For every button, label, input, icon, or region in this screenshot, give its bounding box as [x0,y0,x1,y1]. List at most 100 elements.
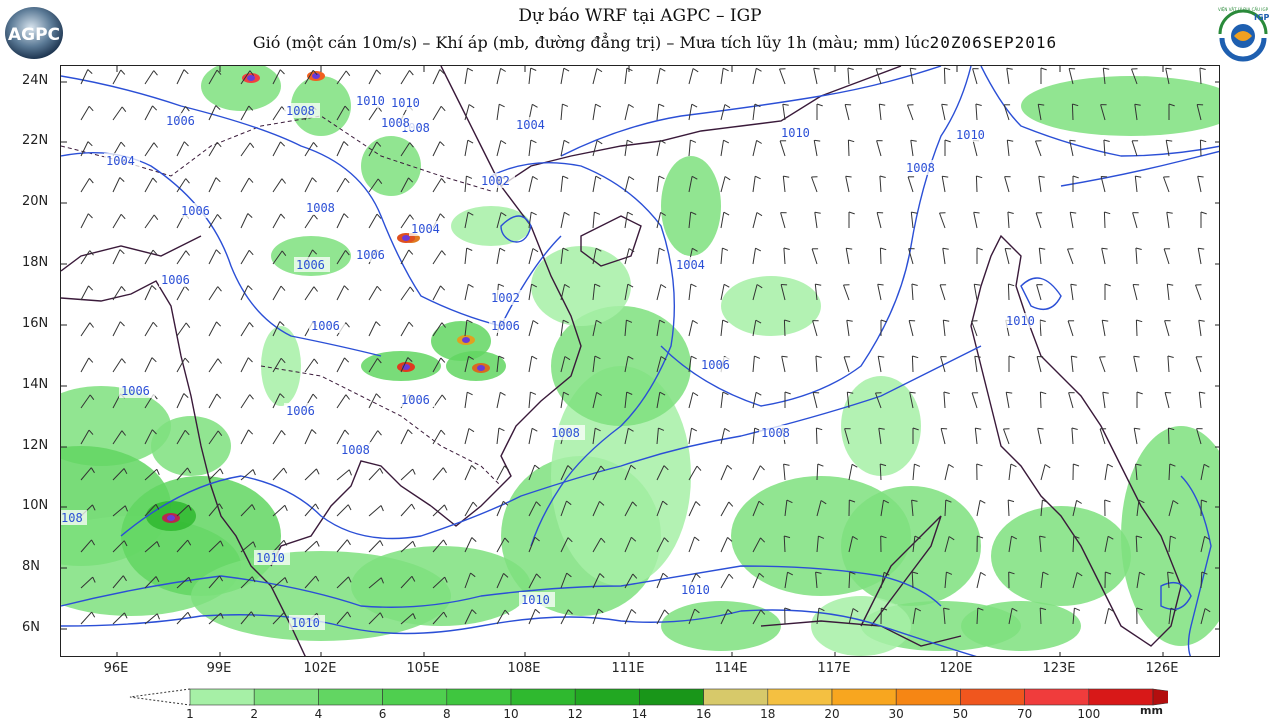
wind-barb [1165,321,1171,336]
wind-barb [433,505,447,516]
wind-barb [753,356,760,372]
wind-barb [721,502,733,516]
isobar-label: 1004 [411,222,440,236]
wind-barb [369,506,383,517]
colorbar-tick-label: 30 [889,707,904,720]
wind-barb [657,248,665,264]
isobar-label: 1010 [256,551,285,565]
colorbar-tick-label: 14 [632,707,647,720]
page-subtitle: Gió (một cán 10m/s) – Khí áp (mb, đường … [0,33,1280,52]
wind-barb [177,286,189,300]
wind-barb [1009,464,1016,480]
isobar-label: 1008 [381,116,410,130]
wind-barb [241,250,253,264]
wind-barb [1068,249,1074,264]
wind-barb [657,68,665,84]
wind-barb [753,140,762,156]
wind-barb [1038,428,1044,444]
wind-barb [783,176,789,192]
colorbar-swatch [190,689,254,705]
wind-barb [209,250,221,264]
wind-barb [1103,392,1109,408]
wind-barb [753,213,762,229]
wind-barb [241,395,254,408]
wind-barb [1100,357,1106,372]
wind-barb [433,251,446,264]
wind-barb [529,140,536,156]
lon-label: 120E [936,661,976,676]
wind-barb [943,320,949,336]
wind-barb [145,322,157,336]
wind-barb [657,104,664,120]
wind-barb [910,68,916,84]
wind-barb [337,142,348,157]
wind-barb [940,213,946,228]
wind-barb [976,176,982,192]
wind-barb [941,429,947,445]
wind-barb [433,286,445,300]
colorbar-swatch [960,689,1024,705]
wind-barb [1102,248,1108,264]
wind-barb [816,428,822,444]
wind-barb [1005,177,1011,192]
wind-barb [465,68,473,84]
lon-label: 114E [711,661,751,676]
wind-barb [145,71,158,84]
colorbar-tick-label: 18 [760,707,775,720]
wind-barb [337,71,350,84]
wind-barb [273,179,286,192]
wind-barb [337,178,349,192]
wind-barb [593,176,601,192]
wind-barb [877,141,883,156]
lat-label: 14N [22,377,58,392]
wind-barb [241,322,253,336]
wind-barb [1134,356,1140,372]
wind-barb [209,287,222,300]
wind-barb [1037,357,1043,373]
wind-barb [1198,176,1204,192]
wind-barb [977,572,986,588]
wind-barb [1105,284,1111,300]
wind-barb [1039,248,1045,264]
wind-barb [721,428,730,444]
igp-logo: IGP VIỆN VẬT LÝ ĐỊA CẦU IGP [1212,4,1274,62]
colorbar-swatch [447,689,511,705]
wind-barb [305,215,318,228]
wind-barb [273,505,287,516]
wind-barb [689,69,698,85]
lon-label: 105E [403,661,443,676]
wind-barb [401,504,415,516]
wind-barb [721,465,732,480]
wind-barb [1164,177,1170,192]
lat-label: 6N [22,620,58,635]
wind-barb [273,214,285,228]
wind-barb [877,213,883,229]
wind-barb [145,215,158,228]
wind-barb [817,104,823,120]
wind-barb [879,104,885,120]
colorbar-tick-label: 16 [696,707,711,720]
isobar-label: 1004 [516,118,545,132]
wind-barb [657,573,668,588]
wind-barb [1199,320,1205,336]
wind-barb [529,356,537,372]
wind-barb [781,213,787,228]
wind-barb [753,176,761,192]
wind-barb [273,142,285,156]
wind-barb [878,356,884,372]
subtitle-text: Gió (một cán 10m/s) – Khí áp (mb, đường … [253,33,930,52]
wind-barb [1068,321,1074,336]
isobar-label: 1006 [296,258,325,272]
lon-label: 117E [814,661,854,676]
isobar-label: 1006 [166,114,195,128]
wind-barb [1070,212,1076,228]
colorbar-tick-label: 70 [1017,707,1032,720]
wind-barb [940,285,946,300]
isobar-label: 1010 [1006,314,1035,328]
isobar-label: 1010 [681,583,710,597]
wind-barb [1008,284,1014,300]
wind-barb [305,287,318,300]
wind-barb [273,468,287,480]
wind-barb [912,356,918,372]
wind-barb [813,321,819,336]
